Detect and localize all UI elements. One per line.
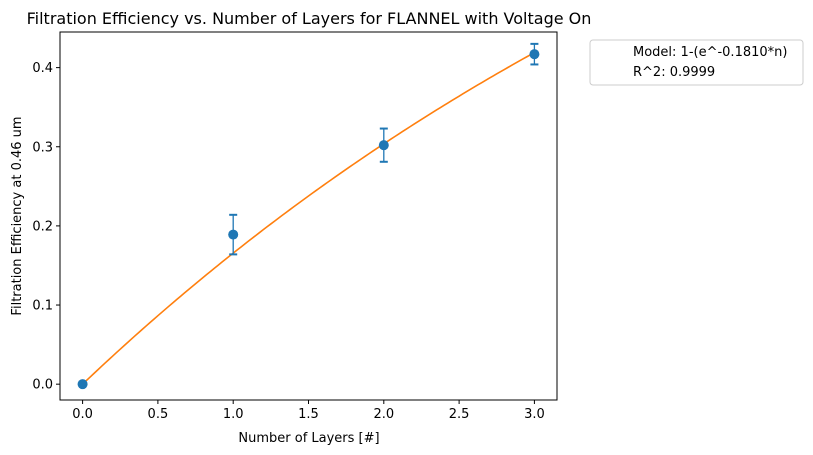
y-tick-label: 0.1 [32,299,53,314]
x-tick-label: 1.0 [223,407,244,422]
y-axis-label: Filtration Efficiency at 0.46 um [10,116,25,315]
series-layer [77,42,540,390]
legend-entry-model: Model: 1-(e^-0.1810*n) [633,45,787,60]
plot-frame [59,31,558,401]
legend: Model: 1-(e^-0.1810*n) R^2: 0.9999 [589,39,804,86]
y-axis-ticks: 0.0 0.1 0.2 0.3 0.4 [32,61,60,393]
legend-entry-r2: R^2: 0.9999 [633,65,715,80]
data-point [378,140,389,151]
data-point [77,379,88,390]
y-tick-label: 0.3 [32,140,53,155]
data-point [529,49,540,60]
x-tick-label: 0.0 [72,407,93,422]
model-curve [82,51,535,385]
chart-title: Filtration Efficiency vs. Number of Laye… [27,9,592,28]
x-tick-label: 3.0 [524,407,545,422]
x-tick-label: 2.5 [449,407,470,422]
x-tick-label: 2.0 [373,407,394,422]
x-tick-label: 1.5 [298,407,319,422]
x-tick-label: 0.5 [148,407,169,422]
data-point [228,229,239,240]
y-tick-label: 0.2 [32,219,53,234]
x-axis-label: Number of Layers [#] [238,431,379,446]
y-tick-label: 0.0 [32,378,53,393]
plot-area: 0.0 0.5 1.0 1.5 2.0 2.5 3.0 0.0 0.1 0.2 0.3 0.4 [32,31,558,422]
y-tick-label: 0.4 [32,61,53,76]
x-axis-ticks: 0.0 0.5 1.0 1.5 2.0 2.5 3.0 [72,400,545,422]
legend-box [589,39,804,86]
